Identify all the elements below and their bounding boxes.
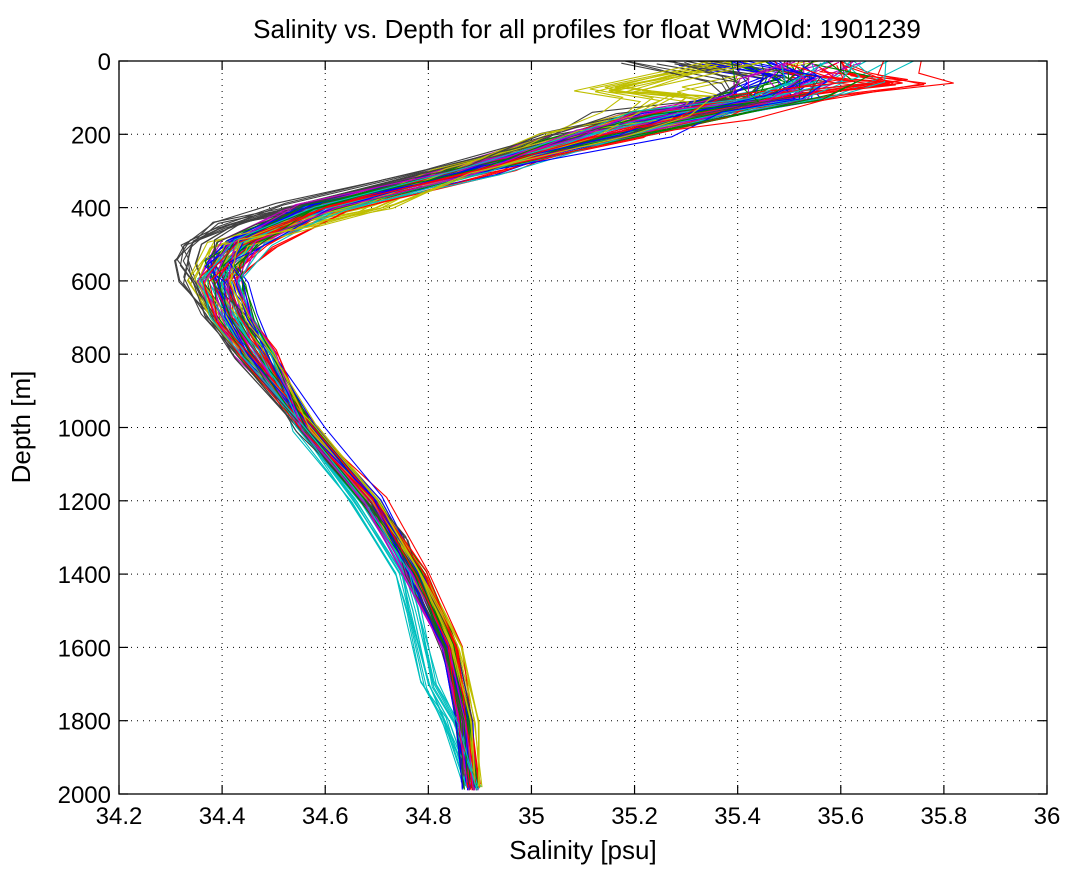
y-tick-label: 1200 [58,489,111,516]
grid-lines [119,61,1047,794]
profile-line [226,60,908,786]
y-axis-label: Depth [m] [6,371,36,484]
profile-line [229,60,770,787]
y-tick-label: 0 [98,49,111,76]
profile-line [236,60,861,790]
profile-line [195,62,822,784]
profile-line [204,60,796,789]
chart-title: Salinity vs. Depth for all profiles for … [253,14,921,44]
profile-line [233,60,890,786]
y-tick-label: 2000 [58,782,111,809]
profile-line [234,60,802,788]
y-tick-label: 800 [71,342,111,369]
x-tick-label: 35.2 [611,803,658,830]
y-tick-label: 200 [71,122,111,149]
x-tick-label: 35.6 [817,803,864,830]
profile-line [221,60,903,787]
x-tick-label: 35.4 [714,803,761,830]
y-tick-label: 600 [71,269,111,296]
profile-line [236,60,792,783]
y-tick-label: 1400 [58,562,111,589]
x-tick-label: 36 [1034,803,1061,830]
profile-line [208,60,954,783]
profile-line [234,60,860,785]
profile-line [182,60,822,785]
x-tick-label: 34.2 [96,803,143,830]
profile-line [202,62,855,788]
x-tick-label: 34.6 [302,803,349,830]
profile-line [240,60,855,786]
x-tick-label: 35 [518,803,545,830]
y-tick-label: 400 [71,196,111,223]
profile-line [237,60,829,788]
y-tick-label: 1000 [58,416,111,443]
profile-lines [173,60,954,791]
x-tick-label: 34.4 [199,803,246,830]
profile-line [228,60,820,789]
profile-line [241,60,815,786]
profile-line [239,65,894,785]
profile-line [227,60,872,785]
x-tick-label: 34.8 [405,803,452,830]
profile-line [196,62,786,787]
x-axis-label: Salinity [psu] [509,835,656,865]
plot-frame [118,60,1048,795]
y-tick-label: 1800 [58,709,111,736]
profile-line [226,60,925,788]
y-tick-label: 1600 [58,635,111,662]
profile-line [227,62,906,789]
profile-line [201,63,787,791]
profile-line [217,63,871,790]
profile-line [230,60,889,788]
profile-line [238,60,857,789]
profile-line [183,60,809,791]
x-tick-label: 35.8 [921,803,968,830]
axis-ticks: 34.2 34.4 34.6 34.8 35 35.2 35.4 35.6 35.8 36 0 200… [58,49,1061,830]
